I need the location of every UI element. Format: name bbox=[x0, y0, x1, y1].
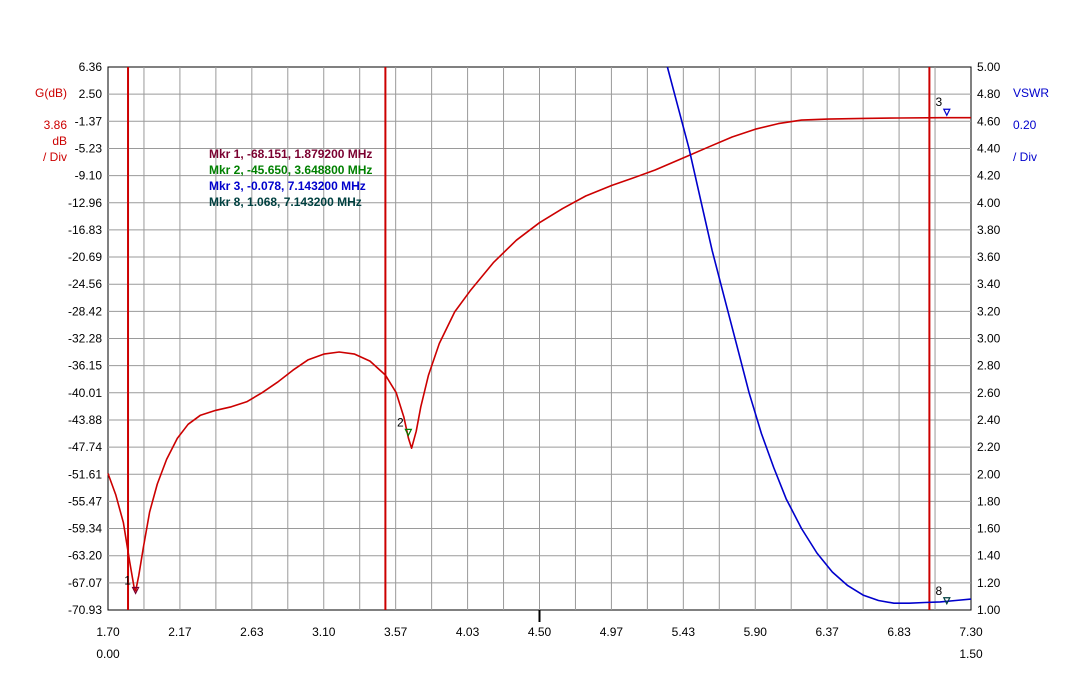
right-tick-label: 3.00 bbox=[977, 332, 1001, 346]
right-tick-label: 4.60 bbox=[977, 114, 1001, 128]
right-tick-label: 1.00 bbox=[977, 603, 1001, 617]
left-tick-label: -63.20 bbox=[68, 549, 102, 563]
x-tick-label: 4.03 bbox=[456, 625, 480, 639]
x-tick-label: 7.30 bbox=[959, 625, 983, 639]
left-tick-label: -5.23 bbox=[75, 141, 103, 155]
left-tick-label: -67.07 bbox=[68, 576, 102, 590]
left-tick-label: -40.01 bbox=[68, 386, 102, 400]
right-tick-label: 1.60 bbox=[977, 522, 1001, 536]
marker-readout-8: Mkr 8, 1.068, 7.143200 MHz bbox=[209, 195, 362, 209]
grid bbox=[108, 67, 971, 622]
left-tick-label: -12.96 bbox=[68, 196, 102, 210]
marker-triangle bbox=[131, 586, 140, 595]
marker-triangle bbox=[404, 428, 413, 437]
x-tick-label: 3.10 bbox=[312, 625, 336, 639]
right-tick-label: 4.40 bbox=[977, 141, 1001, 155]
right-tick-label: 4.20 bbox=[977, 169, 1001, 183]
left-tick-label: -43.88 bbox=[68, 413, 102, 427]
right-axis-ticks: 5.00 4.80 4.60 4.40 4.20 4.00 3.80 3.60 3.40 3.20… bbox=[977, 60, 1001, 617]
marker-label: 8 bbox=[935, 584, 942, 598]
left-tick-label: -36.15 bbox=[68, 359, 102, 373]
left-tick-label: -51.61 bbox=[68, 467, 102, 481]
marker-readout-1: Mkr 1, -68.151, 1.879200 MHz bbox=[209, 147, 372, 161]
left-axis-label: G(dB) bbox=[35, 86, 67, 100]
vswr-series-line bbox=[666, 66, 972, 604]
right-tick-label: 3.60 bbox=[977, 250, 1001, 264]
x-tick-label: 5.90 bbox=[744, 625, 768, 639]
x-tick-label: 1.70 bbox=[96, 625, 120, 639]
marker-triangle bbox=[942, 597, 951, 606]
left-tick-label: -32.28 bbox=[68, 332, 102, 346]
marker-readout-3: Mkr 3, -0.078, 7.143200 MHz bbox=[209, 179, 366, 193]
right-tick-label: 2.20 bbox=[977, 440, 1001, 454]
gain-series-line bbox=[107, 116, 971, 592]
marker-label: 2 bbox=[397, 415, 404, 429]
left-tick-label: -47.74 bbox=[68, 440, 102, 454]
marker-lines bbox=[127, 67, 931, 610]
right-tick-label: 4.00 bbox=[977, 196, 1001, 210]
left-tick-label: 2.50 bbox=[79, 87, 103, 101]
right-axis-label: VSWR bbox=[1013, 86, 1049, 100]
right-tick-label: 2.80 bbox=[977, 359, 1001, 373]
left-tick-label: -1.37 bbox=[75, 114, 103, 128]
right-tick-label: 1.20 bbox=[977, 576, 1001, 590]
right-tick-label: 2.40 bbox=[977, 413, 1001, 427]
left-tick-label: -55.47 bbox=[68, 494, 102, 508]
right-tick-label: 3.40 bbox=[977, 277, 1001, 291]
marker-readout-2: Mkr 2, -45.650, 3.648800 MHz bbox=[209, 163, 372, 177]
series-group bbox=[107, 66, 972, 604]
left-axis-scale-unit: dB bbox=[52, 134, 67, 148]
x-tick-label: 6.83 bbox=[887, 625, 911, 639]
x-tick-label: 5.43 bbox=[672, 625, 696, 639]
left-tick-label: -20.69 bbox=[68, 250, 102, 264]
right-tick-label: 3.80 bbox=[977, 223, 1001, 237]
marker-triangle bbox=[942, 108, 951, 117]
marker-group: 1 2 3 8 bbox=[124, 95, 951, 606]
left-tick-label: -28.42 bbox=[68, 304, 102, 318]
right-tick-label: 2.60 bbox=[977, 386, 1001, 400]
left-axis-ticks: 6.36 2.50 -1.37 -5.23 -9.10 -12.96 -16.83 -20.6… bbox=[68, 60, 102, 617]
left-tick-label: -24.56 bbox=[68, 277, 102, 291]
left-tick-label: -16.83 bbox=[68, 223, 102, 237]
left-axis-scale-suffix: / Div bbox=[43, 150, 67, 164]
left-tick-label: 6.36 bbox=[79, 60, 103, 74]
right-tick-label: 1.40 bbox=[977, 549, 1001, 563]
right-tick-label: 1.80 bbox=[977, 494, 1001, 508]
right-tick-label: 4.80 bbox=[977, 87, 1001, 101]
right-axis-scale-value: 0.20 bbox=[1013, 118, 1037, 132]
x-sub-start: 0.00 bbox=[96, 647, 120, 661]
marker-label: 1 bbox=[124, 573, 131, 587]
right-tick-label: 3.20 bbox=[977, 304, 1001, 318]
left-tick-label: -70.93 bbox=[68, 603, 102, 617]
left-tick-label: -59.34 bbox=[68, 522, 102, 536]
x-tick-label: 2.63 bbox=[240, 625, 264, 639]
x-tick-label: 4.97 bbox=[600, 625, 624, 639]
right-tick-label: 5.00 bbox=[977, 60, 1001, 74]
x-sub-end: 1.50 bbox=[959, 647, 983, 661]
left-axis-scale-value: 3.86 bbox=[44, 118, 68, 132]
x-tick-label: 3.57 bbox=[384, 625, 408, 639]
x-tick-label: 4.50 bbox=[528, 625, 552, 639]
right-tick-label: 2.00 bbox=[977, 467, 1001, 481]
x-tick-label: 2.17 bbox=[168, 625, 192, 639]
x-tick-label: 6.37 bbox=[815, 625, 839, 639]
right-axis-scale-suffix: / Div bbox=[1013, 150, 1037, 164]
left-tick-label: -9.10 bbox=[75, 169, 103, 183]
x-axis-ticks: 1.70 2.17 2.63 3.10 3.57 4.03 4.50 4.97 5.43 5.90… bbox=[96, 625, 983, 639]
marker-label: 3 bbox=[935, 95, 942, 109]
